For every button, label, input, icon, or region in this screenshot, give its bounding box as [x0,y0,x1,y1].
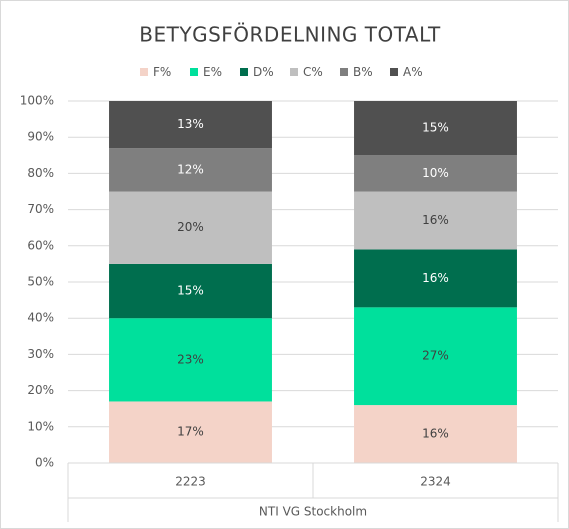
y-tick-label: 90% [27,130,54,144]
y-tick-label: 40% [27,311,54,325]
legend-swatch [240,68,248,76]
legend-label: C% [303,65,323,79]
data-label: 27% [422,349,449,363]
chart-title: BETYGSFÖRDELNING TOTALT [139,23,441,47]
bar-segment [354,405,517,463]
bar-segment [354,307,517,406]
legend-label: A% [403,65,423,79]
y-tick-label: 30% [27,347,54,361]
bar-segment [109,148,272,192]
legend-label: D% [253,65,274,79]
legend-label: B% [353,65,373,79]
data-label: 16% [422,427,449,441]
data-label: 15% [177,284,204,298]
bar-segment [354,155,517,192]
y-tick-label: 80% [27,166,54,180]
data-label: 16% [422,213,449,227]
x-tick-label: 2223 [175,475,206,489]
bar-segment [109,318,272,402]
data-label: 10% [422,166,449,180]
bar-segment [109,191,272,264]
bar-segment [354,101,517,156]
bar-segment [109,101,272,149]
bar-segment [109,263,272,319]
bar-segment [109,401,272,463]
legend-label: F% [153,65,171,79]
legend-label: E% [203,65,222,79]
y-tick-label: 100% [20,94,54,108]
data-label: 13% [177,117,204,131]
data-label: 23% [177,352,204,366]
data-label: 12% [177,162,204,176]
legend-swatch [140,68,148,76]
legend-swatch [290,68,298,76]
data-label: 15% [422,121,449,135]
legend-swatch [190,68,198,76]
y-tick-label: 0% [35,456,54,470]
y-tick-label: 10% [27,419,54,433]
x-group-label: NTI VG Stockholm [259,505,367,519]
y-tick-label: 20% [27,383,54,397]
y-tick-label: 60% [27,238,54,252]
x-tick-label: 2324 [420,475,451,489]
data-label: 16% [422,271,449,285]
data-label: 20% [177,220,204,234]
legend-swatch [340,68,348,76]
bar-segment [354,249,517,308]
legend-swatch [390,68,398,76]
y-tick-label: 50% [27,275,54,289]
data-label: 17% [177,425,204,439]
y-tick-label: 70% [27,202,54,216]
bar-segment [354,191,517,250]
